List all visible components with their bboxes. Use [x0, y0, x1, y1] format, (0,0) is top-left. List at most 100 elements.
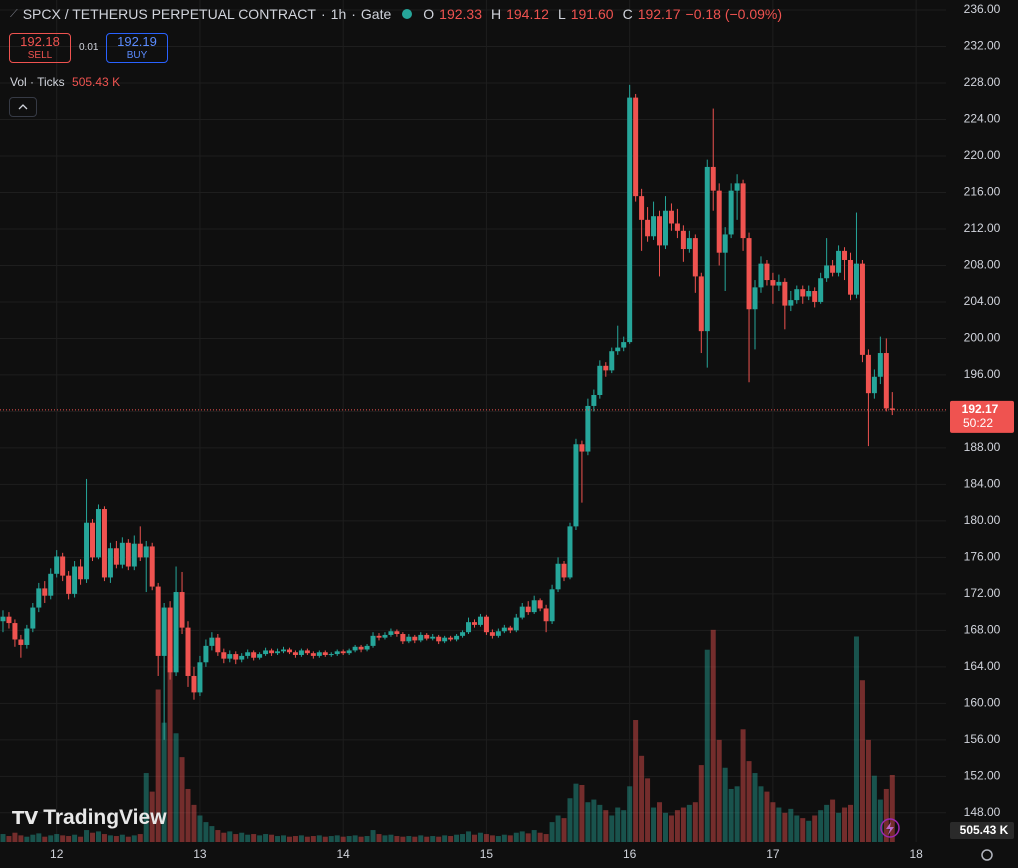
- volume-bar: [680, 807, 686, 842]
- volume-bar: [6, 836, 12, 842]
- volume-bar: [107, 835, 113, 842]
- symbol[interactable]: SPCX / TETHERUS PERPETUAL CONTRACT: [22, 6, 316, 22]
- volume-bar: [239, 832, 245, 842]
- volume-bar: [215, 830, 221, 842]
- candle-body: [567, 526, 573, 578]
- lightning-icon[interactable]: [880, 818, 900, 838]
- volume-bar: [84, 830, 90, 842]
- candle-body: [203, 645, 209, 663]
- candle-body: [0, 616, 6, 622]
- candle-body: [740, 183, 746, 239]
- sell-label: SELL: [27, 50, 53, 61]
- volume-bar: [42, 836, 48, 842]
- candle-body: [66, 575, 72, 594]
- candle-body: [179, 592, 185, 628]
- volume-bar: [639, 755, 645, 842]
- candle-body: [239, 655, 245, 660]
- candle-body: [358, 646, 364, 650]
- candle-body: [818, 278, 824, 302]
- settings-icon[interactable]: [981, 849, 993, 861]
- volume-bar: [662, 812, 668, 842]
- collapse-button[interactable]: [9, 97, 37, 117]
- volume-bar: [418, 835, 424, 842]
- candle-body: [161, 607, 167, 656]
- x-tick-label: 13: [193, 847, 207, 861]
- price-tag: [950, 400, 1014, 433]
- interval[interactable]: 1h: [330, 6, 347, 22]
- volume-bar: [716, 739, 722, 842]
- brand-text: TradingView: [43, 806, 167, 829]
- candle-body: [173, 592, 179, 673]
- candle-body: [824, 265, 830, 279]
- volume-bar: [579, 784, 585, 842]
- y-tick-label: 164.00: [964, 659, 1001, 673]
- volume-bar: [454, 834, 460, 842]
- candle-body: [269, 650, 275, 654]
- candle-body: [42, 588, 48, 596]
- sell-button[interactable]: 192.18 SELL: [9, 33, 71, 63]
- candle-body: [460, 632, 466, 636]
- volume-bar: [173, 733, 179, 842]
- volume-bar: [633, 720, 639, 842]
- candle-body: [698, 276, 704, 332]
- plot: [0, 0, 946, 842]
- candle-body: [292, 652, 298, 655]
- sell-price: 192.18: [20, 34, 60, 49]
- volume-bar: [477, 832, 483, 842]
- candle-body: [275, 651, 281, 654]
- candle-body: [662, 210, 668, 246]
- candle-body: [125, 542, 131, 567]
- candle-body: [245, 652, 251, 656]
- volume-bar: [836, 812, 842, 842]
- spread: 0.01: [79, 42, 99, 53]
- candle-body: [764, 263, 770, 281]
- volume-bar: [597, 804, 603, 842]
- buy-button[interactable]: 192.19 BUY: [106, 33, 168, 63]
- volume-bar: [36, 833, 42, 842]
- volume-bar: [519, 831, 525, 842]
- volume-bar: [54, 834, 60, 842]
- x-tick-label: 12: [50, 847, 64, 861]
- volume-bar: [853, 636, 859, 842]
- volume-bar: [740, 729, 746, 842]
- y-tick-label: 212.00: [964, 221, 1001, 235]
- candle-body: [806, 291, 812, 297]
- candle-body: [591, 395, 597, 406]
- candle-body: [298, 650, 304, 655]
- candle-body: [549, 589, 555, 622]
- candle-body: [603, 365, 609, 371]
- volume-bar: [334, 835, 340, 842]
- volume-bar: [394, 836, 400, 842]
- candle-body: [633, 97, 639, 197]
- candle-body: [507, 627, 513, 631]
- candle-body: [848, 259, 854, 295]
- volume-bar: [883, 788, 889, 842]
- y-tick-label: 224.00: [964, 112, 1001, 126]
- candle-body: [728, 190, 734, 235]
- volume-bar: [185, 788, 191, 842]
- candle-body: [352, 646, 358, 651]
- y-tick-label: 216.00: [964, 185, 1001, 199]
- candle-body: [812, 291, 818, 302]
- status-dot: [402, 9, 413, 19]
- candle-body: [131, 543, 137, 567]
- candle-body: [770, 280, 776, 286]
- volume-bar: [627, 786, 633, 842]
- candle-body: [716, 190, 722, 253]
- candle-body: [257, 654, 263, 658]
- y-tick-label: 196.00: [964, 367, 1001, 381]
- candle-body: [340, 651, 346, 654]
- volume-bar: [167, 656, 173, 842]
- candle-body: [84, 522, 90, 580]
- exchange: Gate: [360, 6, 392, 22]
- candle-body: [645, 219, 651, 237]
- volume-bar: [848, 804, 854, 842]
- candle-body: [466, 622, 472, 633]
- price-axis: [946, 0, 1018, 868]
- candle-body: [692, 238, 698, 277]
- candle-body: [704, 166, 710, 332]
- y-tick-label: 228.00: [964, 75, 1001, 89]
- volume-bar: [483, 834, 489, 842]
- candle-body: [370, 635, 376, 646]
- volume-bar: [101, 834, 107, 842]
